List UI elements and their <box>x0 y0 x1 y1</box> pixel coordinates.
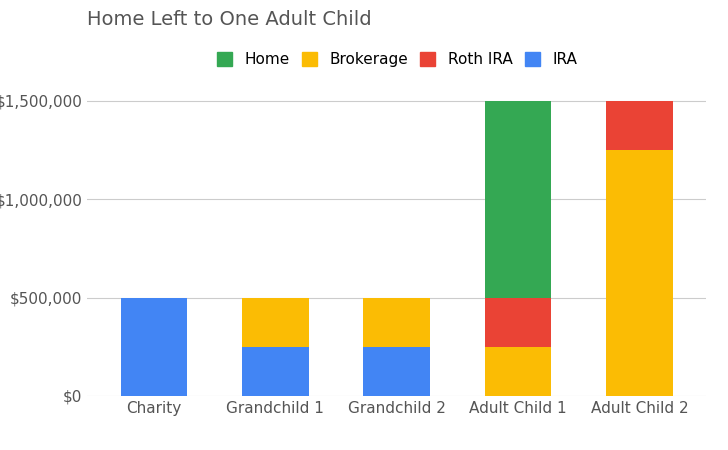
Bar <box>242 347 309 396</box>
Bar <box>606 101 673 150</box>
Bar <box>242 297 309 347</box>
Bar <box>363 297 430 347</box>
Text: Home Left to One Adult Child: Home Left to One Adult Child <box>87 10 372 29</box>
Bar <box>363 347 430 396</box>
Bar <box>606 150 673 396</box>
Bar <box>485 297 552 347</box>
Bar <box>121 297 188 396</box>
Bar <box>485 101 552 297</box>
Bar <box>485 347 552 396</box>
Legend: Home, Brokerage, Roth IRA, IRA: Home, Brokerage, Roth IRA, IRA <box>212 48 582 72</box>
